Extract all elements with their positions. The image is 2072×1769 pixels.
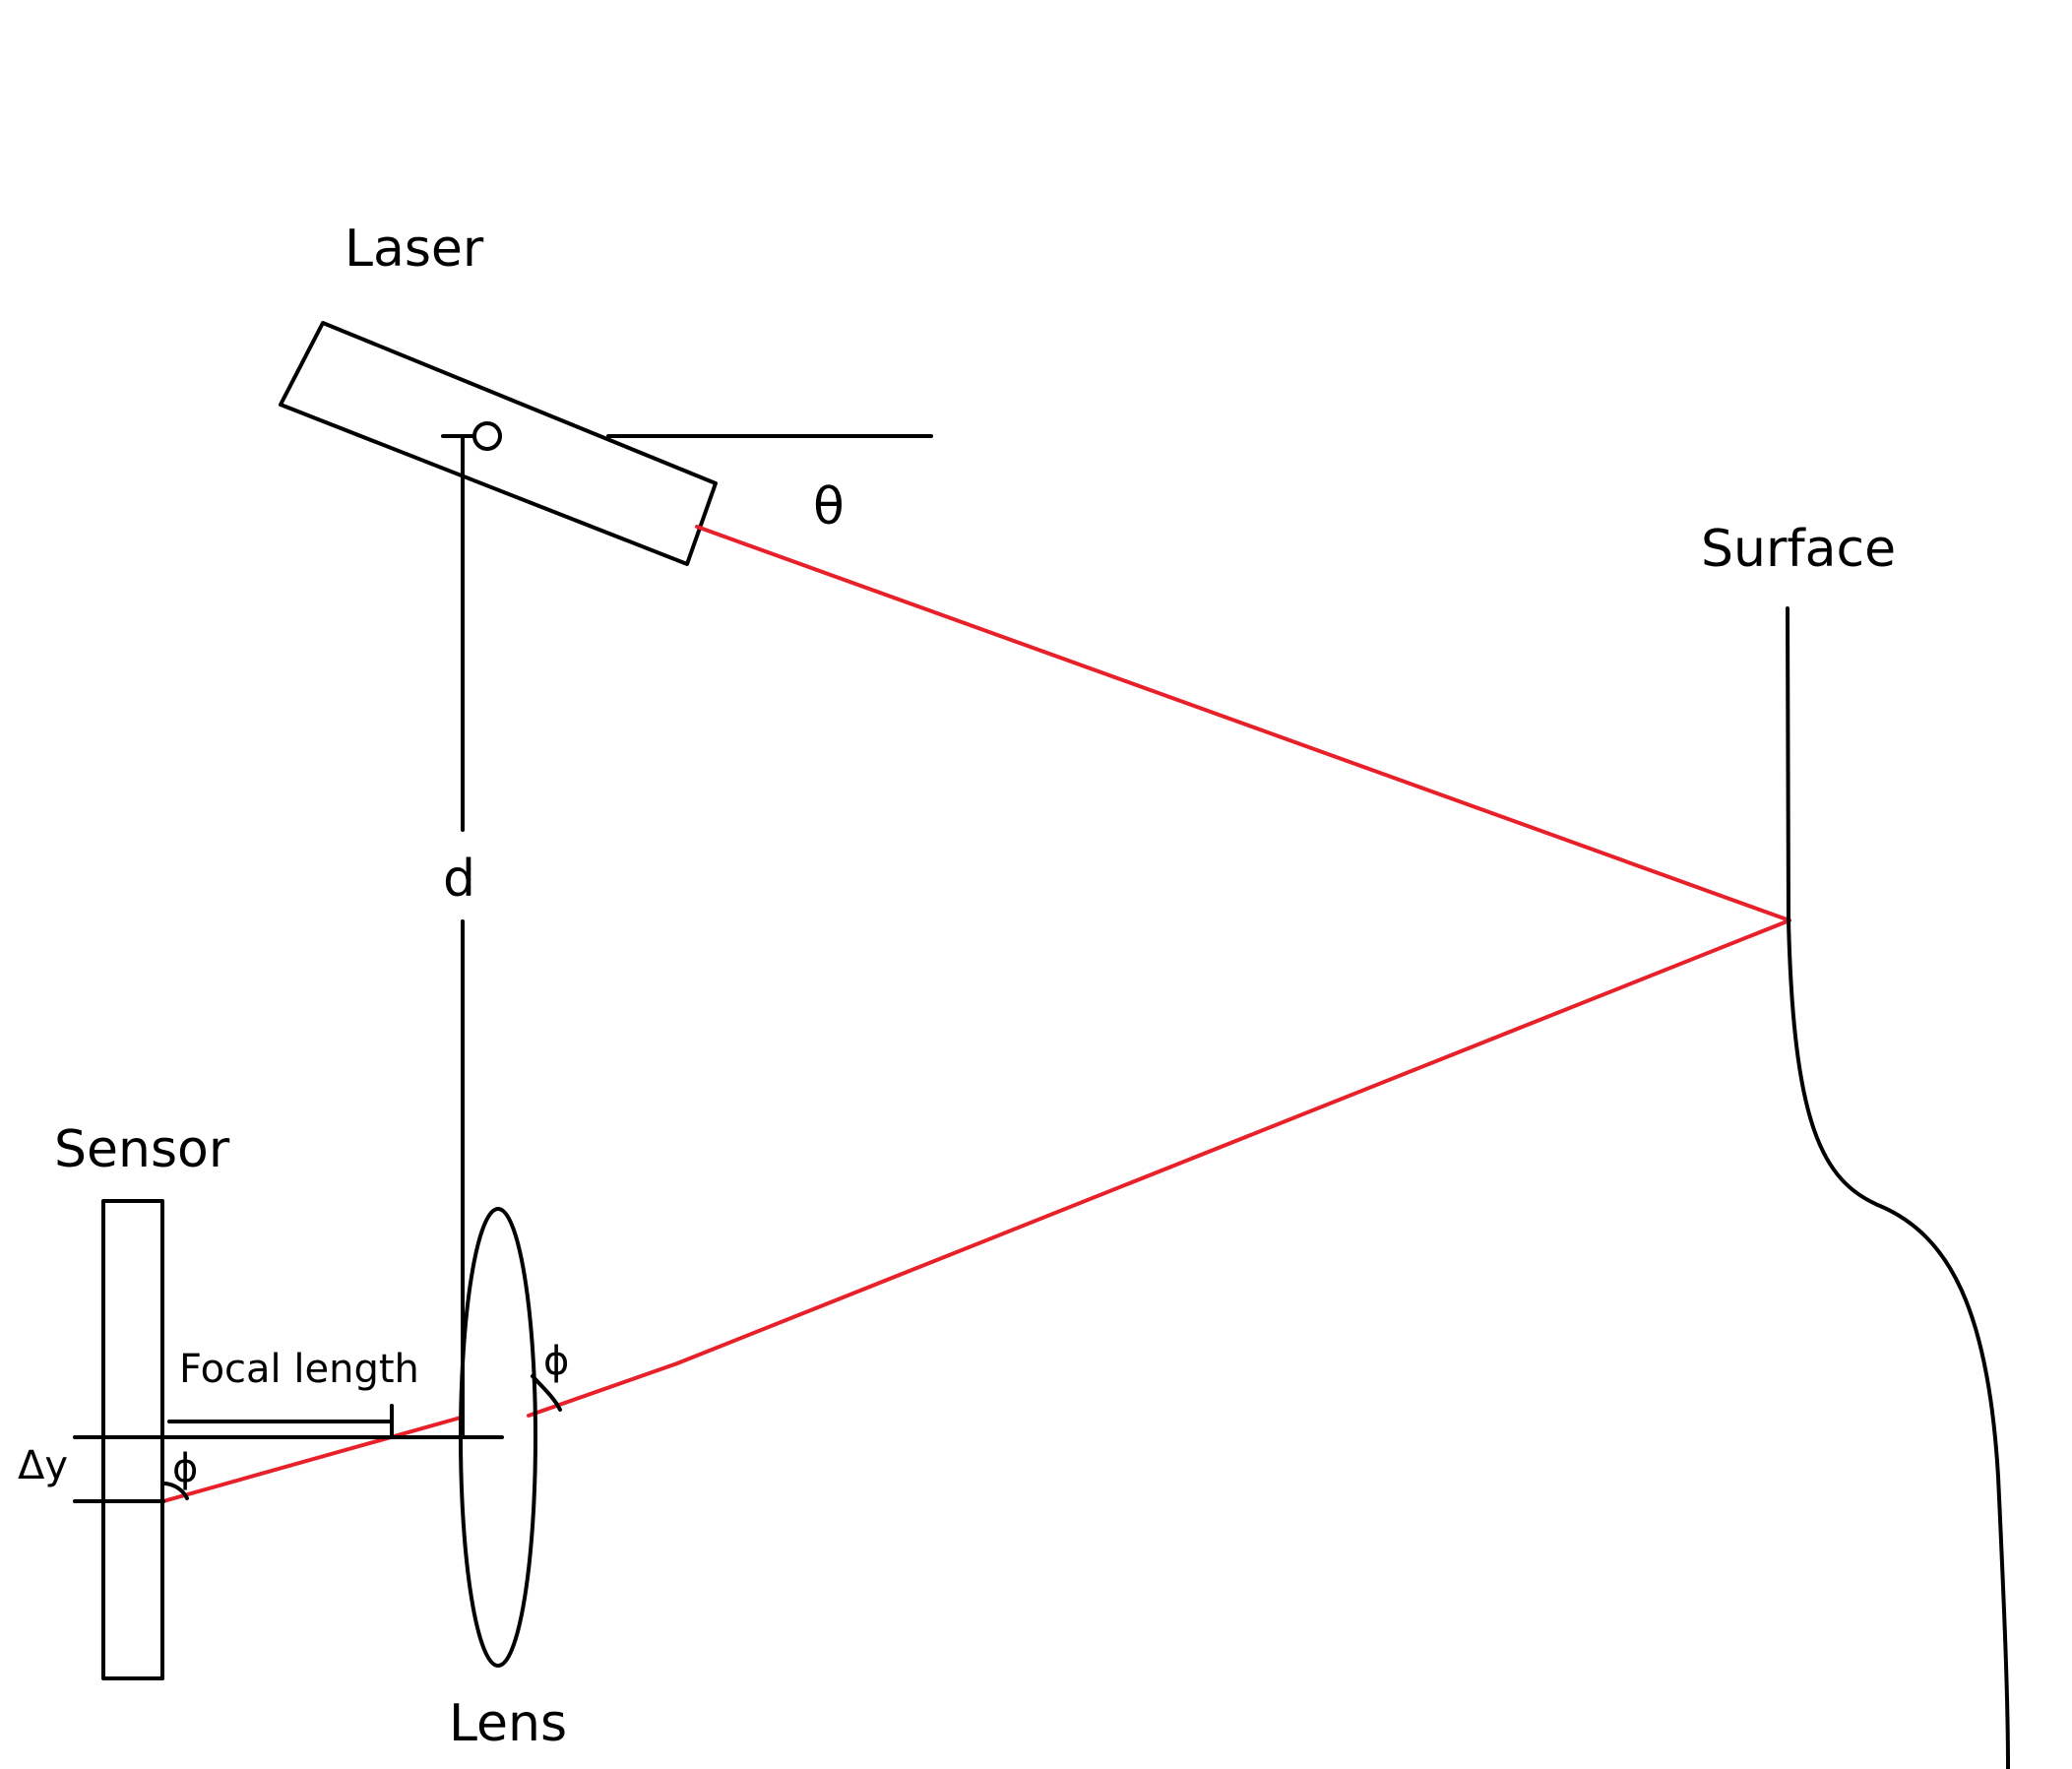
- laser-body: [279, 321, 718, 566]
- sensor: [101, 1199, 164, 1680]
- phi-label-lens: ϕ: [543, 1339, 569, 1384]
- laser-beam-reflected: [527, 918, 1791, 1418]
- laser-beam-to-sensor: [161, 1416, 463, 1503]
- distance-label: d: [443, 850, 475, 909]
- laser-label: Laser: [345, 220, 484, 279]
- focal-length-label: Focal length: [179, 1347, 419, 1392]
- lens-label: Lens: [449, 1694, 567, 1753]
- laser-beam-outgoing: [695, 525, 1791, 922]
- phi-label-sensor: ϕ: [172, 1446, 198, 1491]
- sensor-label: Sensor: [54, 1120, 230, 1179]
- surface-curve: [1786, 606, 2010, 1769]
- surface-label: Surface: [1701, 520, 1896, 579]
- phi-arc-sensor: [163, 1482, 189, 1500]
- theta-label: θ: [813, 477, 845, 537]
- phi-arc-lens: [531, 1374, 562, 1412]
- delta-y-label: Δy: [18, 1443, 68, 1488]
- laser-pivot: [472, 421, 502, 451]
